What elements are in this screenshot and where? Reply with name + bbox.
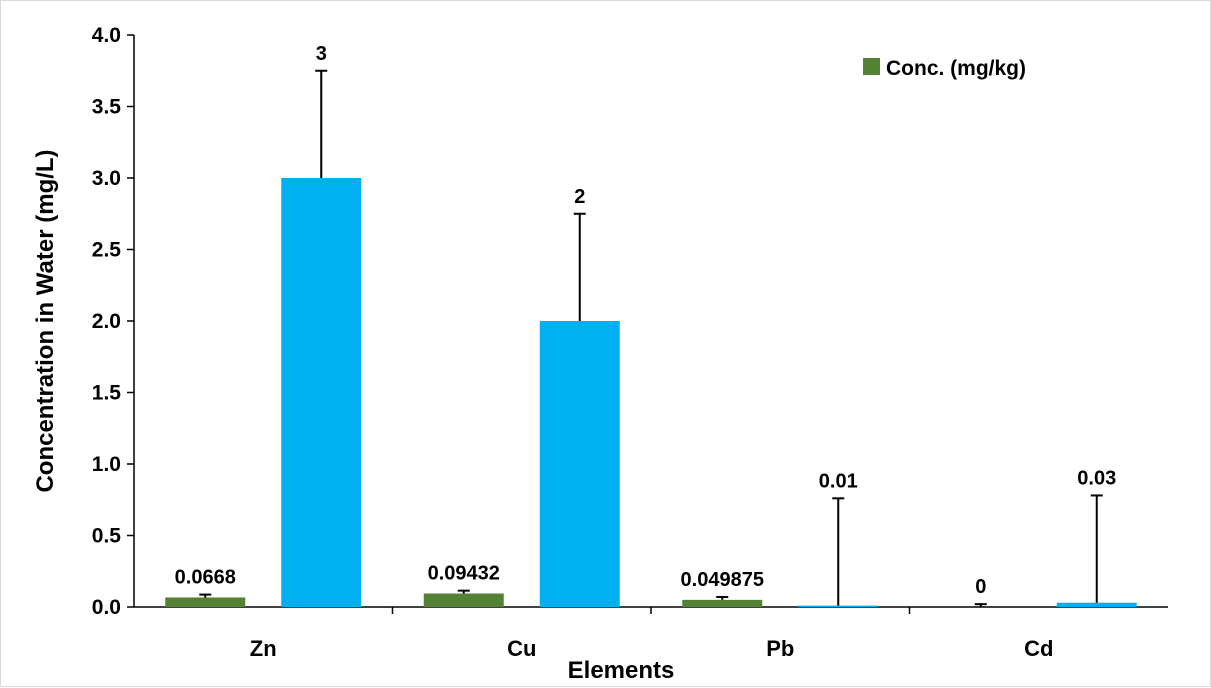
data-label: 0.049875 [681, 569, 764, 591]
y-tick-label: 1.0 [92, 453, 121, 476]
data-label: 0.09432 [428, 563, 500, 585]
legend-swatch [863, 58, 880, 75]
y-tick-label: 3.5 [92, 96, 122, 119]
y-tick-label: 2.5 [92, 239, 122, 262]
bar [165, 597, 246, 607]
y-tick-label: 0.5 [92, 525, 122, 548]
y-tick-label: 3.0 [92, 167, 121, 190]
data-label: 0 [975, 576, 986, 598]
data-label: 3 [316, 43, 327, 65]
data-label: 0.03 [1077, 467, 1116, 489]
y-tick-label: 2.0 [92, 310, 121, 333]
data-label: 2 [574, 186, 585, 208]
x-tick-label: Cu [507, 636, 536, 661]
x-tick-label: Zn [250, 636, 277, 661]
bar [682, 599, 763, 607]
legend: Conc. (mg/kg) [863, 57, 1026, 80]
x-tick-label: Cd [1024, 636, 1053, 661]
y-axis-title: Concentration in Water (mg/L) [32, 149, 59, 492]
y-tick-label: 0.0 [92, 596, 121, 619]
bar [1056, 602, 1137, 607]
bar [798, 605, 879, 607]
data-label: 0.01 [819, 470, 858, 492]
x-axis-title: Elements [568, 657, 675, 684]
bar [423, 593, 504, 607]
x-tick-label: Pb [766, 636, 794, 661]
bar [281, 178, 362, 607]
data-label: 0.0668 [175, 567, 236, 589]
y-tick-label: 4.0 [92, 24, 121, 47]
bar [539, 321, 620, 607]
y-tick-label: 1.5 [92, 382, 122, 405]
legend-label: Conc. (mg/kg) [886, 57, 1026, 80]
